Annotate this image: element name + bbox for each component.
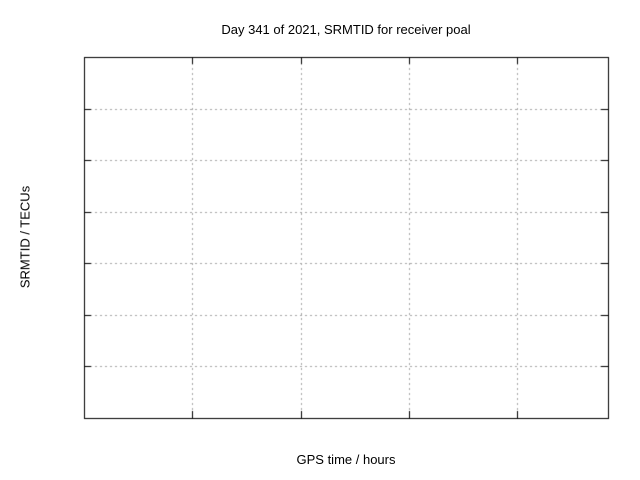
x-axis-label: GPS time / hours [296, 452, 396, 467]
y-axis-label: SRMTID / TECUs [17, 185, 33, 289]
chart-title: Day 341 of 2021, SRMTID for receiver poa… [221, 22, 471, 37]
